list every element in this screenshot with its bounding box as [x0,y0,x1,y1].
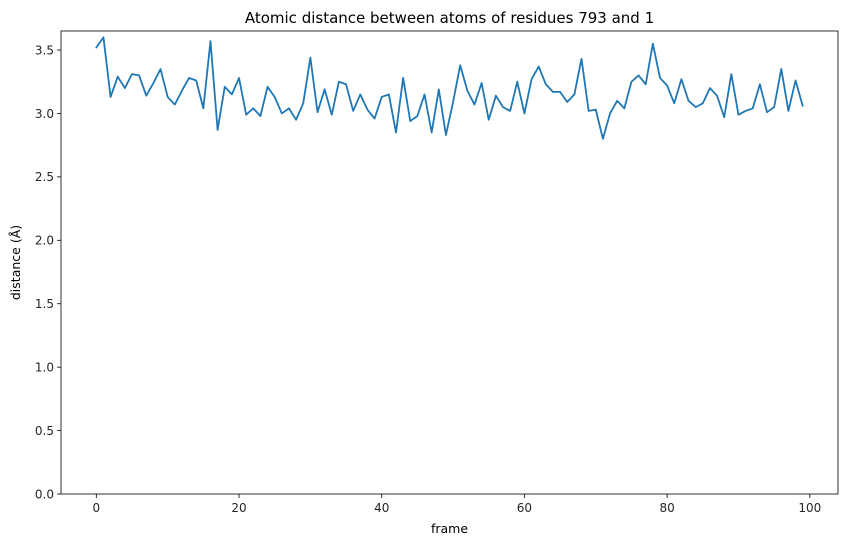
x-tick-label: 0 [92,501,100,515]
plot-frame [60,30,839,495]
y-tick-label: 1.0 [35,360,54,374]
x-axis-label: frame [431,521,468,536]
y-tick-label: 1.5 [35,297,54,311]
y-axis-ticks: 0.0 0.5 1.0 1.5 2.0 2.5 3.0 3.5 [35,43,61,501]
x-tick-label: 100 [798,501,821,515]
x-tick-label: 60 [517,501,532,515]
x-axis-ticks: 0 20 40 60 80 100 [92,494,821,515]
x-tick-label: 20 [231,501,246,515]
y-tick-label: 3.5 [35,43,54,57]
x-tick-label: 40 [374,501,389,515]
plot-area [95,36,804,140]
y-tick-label: 0.0 [35,487,54,501]
series-line [95,36,804,140]
x-tick-label: 80 [659,501,674,515]
y-tick-label: 3.0 [35,107,54,121]
y-axis-label: distance (Å) [8,225,23,300]
y-tick-label: 2.5 [35,170,54,184]
y-tick-label: 2.0 [35,234,54,248]
chart-title: Atomic distance between atoms of residue… [245,9,654,27]
y-tick-label: 0.5 [35,424,54,438]
